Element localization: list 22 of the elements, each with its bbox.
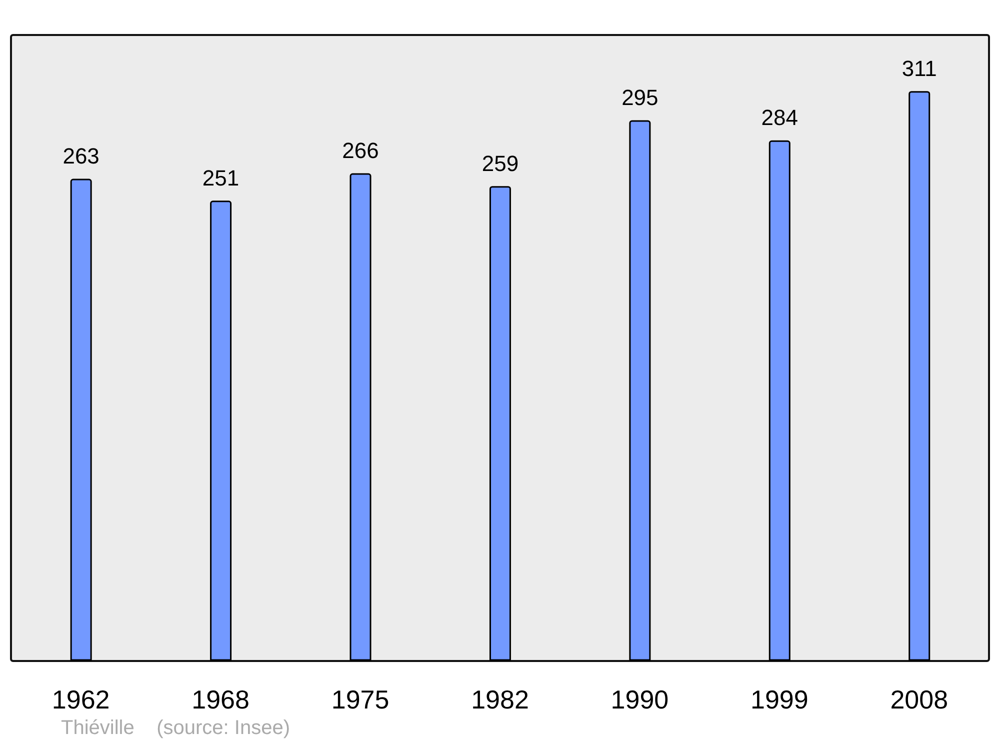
data-label: 295 [622,85,658,110]
x-tick-label: 1968 [192,684,250,714]
data-label: 311 [902,56,937,81]
x-tick-label: 1999 [750,684,808,714]
data-label: 251 [202,165,240,190]
bar [629,120,651,661]
data-label: 284 [761,105,798,130]
data-label: 259 [482,150,519,176]
x-tick-label: 2008 [890,684,948,714]
bar [210,200,232,661]
bar [489,186,511,661]
bar [350,173,372,661]
text: Thiéville (source: Insee) [61,717,290,740]
x-tick-label: 1982 [471,684,529,714]
bar [768,140,790,661]
x-tick-label: 1962 [52,684,110,714]
data-label: 266 [342,138,379,164]
bar [908,91,930,661]
x-tick-label: 1975 [331,684,390,714]
x-tick-label: 1990 [610,684,669,714]
bar [70,178,92,661]
data-label: 263 [62,144,100,169]
